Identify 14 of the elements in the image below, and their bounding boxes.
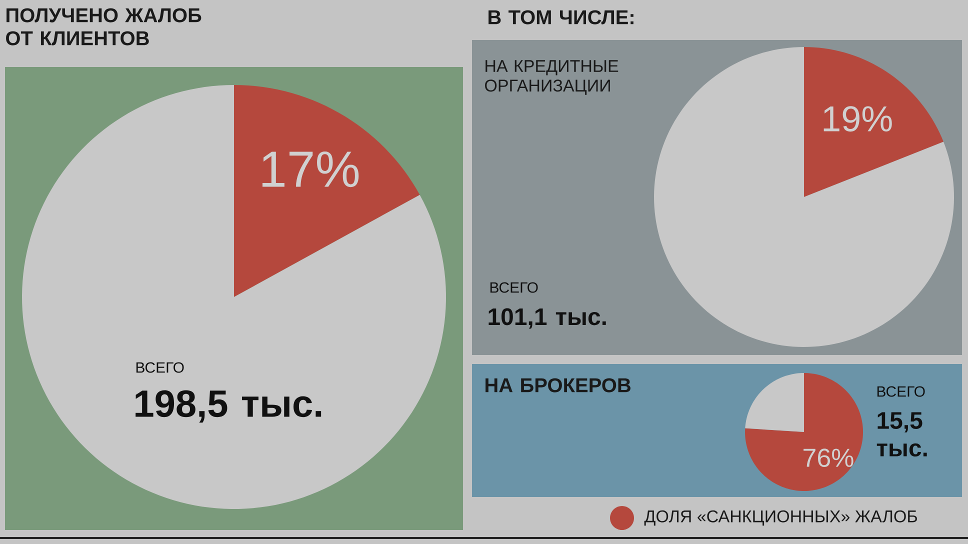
text: НА КРЕДИТНЫЕ ОРГАНИЗАЦИИ <box>485 60 618 95</box>
text: 101,1 тыс. <box>488 308 606 329</box>
text: ВСЕГО <box>877 386 925 397</box>
text: 15,5 тыс. <box>876 412 927 457</box>
chart-title: НА БРОКЕРОВ <box>486 378 630 392</box>
text: ВСЕГО <box>490 282 538 293</box>
chart-title: ПОЛУЧЕНО ЖАЛОБ ОТ КЛИЕНТОВ <box>6 8 202 46</box>
chart-title: В ТОМ ЧИСЛЕ: <box>488 10 634 24</box>
text: 198,5 тыс. <box>136 390 322 423</box>
data-label: 76% <box>804 448 854 468</box>
data-label: 19% <box>824 106 892 132</box>
text: ВСЕГО <box>136 362 184 373</box>
legend-label: ДОЛЯ «САНКЦИОННЫХ» ЖАЛОБ <box>644 510 917 526</box>
data-label: 17% <box>262 151 359 188</box>
